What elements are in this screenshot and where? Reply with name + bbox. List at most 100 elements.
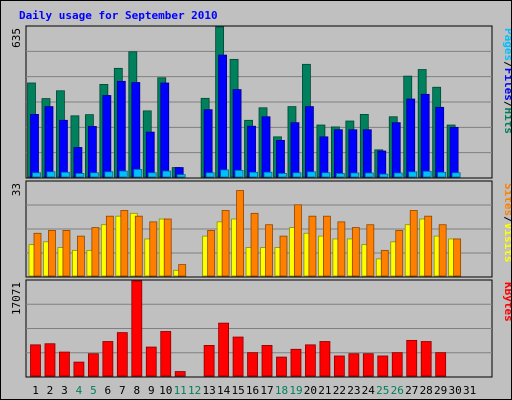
bar-files-day-14 (218, 54, 228, 178)
y-max-label-kbytes: 17071 (10, 282, 23, 315)
legend-hits_files_pages: Pages/Files/Hits (502, 28, 511, 134)
bar-sites-day-22 (337, 221, 346, 277)
bar-files-day-22 (333, 129, 343, 178)
x-tick-label: 6 (105, 384, 112, 397)
bar-pages-day-3 (61, 171, 70, 178)
x-tick-label: 12 (188, 384, 201, 397)
bar-kbytes-day-2 (44, 343, 56, 377)
bar-kbytes-day-9 (145, 346, 157, 377)
bar-pages-day-4 (75, 173, 85, 178)
x-tick-label: 29 (434, 384, 447, 397)
bar-kbytes-day-26 (391, 352, 403, 377)
bar-files-day-4 (73, 147, 83, 178)
x-tick-label: 25 (376, 384, 389, 397)
bar-pages-day-8 (133, 169, 143, 178)
legend-item: Files (502, 68, 511, 101)
bar-files-day-23 (348, 129, 358, 178)
bar-sites-day-13 (207, 230, 216, 277)
x-tick-label: 30 (449, 384, 462, 397)
bar-files-day-8 (131, 82, 141, 178)
bar-files-day-6 (102, 95, 112, 178)
bar-kbytes-day-6 (102, 341, 114, 377)
bar-sites-day-26 (395, 230, 404, 277)
bar-files-day-9 (145, 131, 155, 178)
bar-sites-day-9 (149, 221, 158, 277)
bar-kbytes-day-17 (261, 344, 273, 377)
bar-pages-day-16 (249, 171, 258, 178)
bar-files-day-21 (319, 136, 329, 178)
bar-kbytes-day-10 (160, 331, 172, 377)
bar-files-day-13 (203, 109, 213, 178)
bar-pages-day-28 (422, 170, 432, 178)
bar-sites-day-25 (380, 249, 389, 277)
x-tick-label: 23 (347, 384, 360, 397)
bar-sites-day-18 (279, 235, 288, 277)
bar-sites-day-28 (424, 215, 433, 277)
bar-kbytes-day-3 (59, 351, 70, 377)
bar-pages-day-2 (46, 171, 56, 178)
x-tick-label: 18 (275, 384, 288, 397)
bar-pages-day-24 (364, 172, 374, 178)
bar-pages-day-15 (234, 169, 244, 178)
bar-sites-day-14 (221, 210, 230, 277)
bar-sites-day-23 (351, 227, 360, 277)
bar-pages-day-7 (118, 170, 128, 178)
bar-pages-day-17 (263, 171, 273, 178)
bar-sites-day-27 (409, 210, 418, 277)
x-tick-label: 17 (260, 384, 273, 397)
legend-item: / (502, 61, 511, 68)
bar-kbytes-day-24 (362, 353, 374, 377)
bar-kbytes-day-11 (174, 371, 186, 377)
x-tick-label: 21 (318, 384, 331, 397)
bar-kbytes-day-4 (73, 361, 85, 377)
bar-files-day-24 (362, 129, 372, 178)
bar-kbytes-day-8 (131, 280, 143, 377)
bar-sites-day-8 (134, 215, 143, 277)
bar-pages-day-22 (335, 173, 345, 178)
x-tick-label: 26 (391, 384, 404, 397)
bar-files-day-1 (30, 114, 39, 178)
legend-item: Hits (502, 108, 511, 135)
bar-kbytes-day-16 (247, 352, 258, 377)
bar-sites-day-7 (120, 210, 129, 277)
bar-sites-day-5 (91, 227, 100, 277)
bar-pages-day-30 (451, 172, 461, 178)
bar-sites-day-19 (294, 204, 302, 277)
bar-files-day-19 (290, 122, 300, 178)
bar-files-day-25 (377, 150, 387, 178)
bar-sites-day-6 (105, 215, 114, 277)
bar-kbytes-day-1 (30, 344, 41, 377)
bar-kbytes-day-15 (232, 336, 244, 377)
bar-files-day-7 (116, 80, 126, 178)
bar-pages-day-23 (350, 172, 360, 178)
bar-sites-day-10 (163, 218, 172, 277)
legend-item: / (502, 216, 511, 223)
x-tick-label: 24 (362, 384, 376, 397)
bar-pages-day-11 (176, 174, 186, 178)
x-tick-label: 7 (119, 384, 126, 397)
bar-sites-day-4 (77, 235, 85, 277)
x-tick-label: 31 (463, 384, 476, 397)
bar-sites-day-21 (322, 215, 331, 277)
bar-pages-day-9 (147, 172, 157, 178)
y-max-label-hits_files_pages: 635 (10, 28, 23, 48)
bar-sites-day-16 (250, 212, 259, 277)
bar-files-day-18 (276, 139, 285, 178)
bar-pages-day-21 (321, 172, 331, 178)
bar-pages-day-18 (278, 173, 287, 178)
legend-item: Pages (502, 28, 511, 61)
bar-kbytes-day-7 (116, 332, 128, 377)
bar-files-day-5 (87, 126, 97, 178)
bar-pages-day-13 (205, 172, 215, 178)
bar-files-day-16 (247, 125, 256, 178)
y-max-label-visits_sites: 33 (10, 183, 23, 196)
x-tick-label: 19 (289, 384, 302, 397)
bar-sites-day-20 (308, 215, 317, 277)
bar-sites-day-30 (453, 238, 462, 277)
bar-kbytes-day-27 (406, 339, 418, 377)
bar-sites-day-29 (438, 224, 447, 277)
bar-sites-day-11 (178, 264, 187, 277)
bar-kbytes-day-29 (435, 352, 447, 377)
legend-item: / (502, 101, 511, 108)
